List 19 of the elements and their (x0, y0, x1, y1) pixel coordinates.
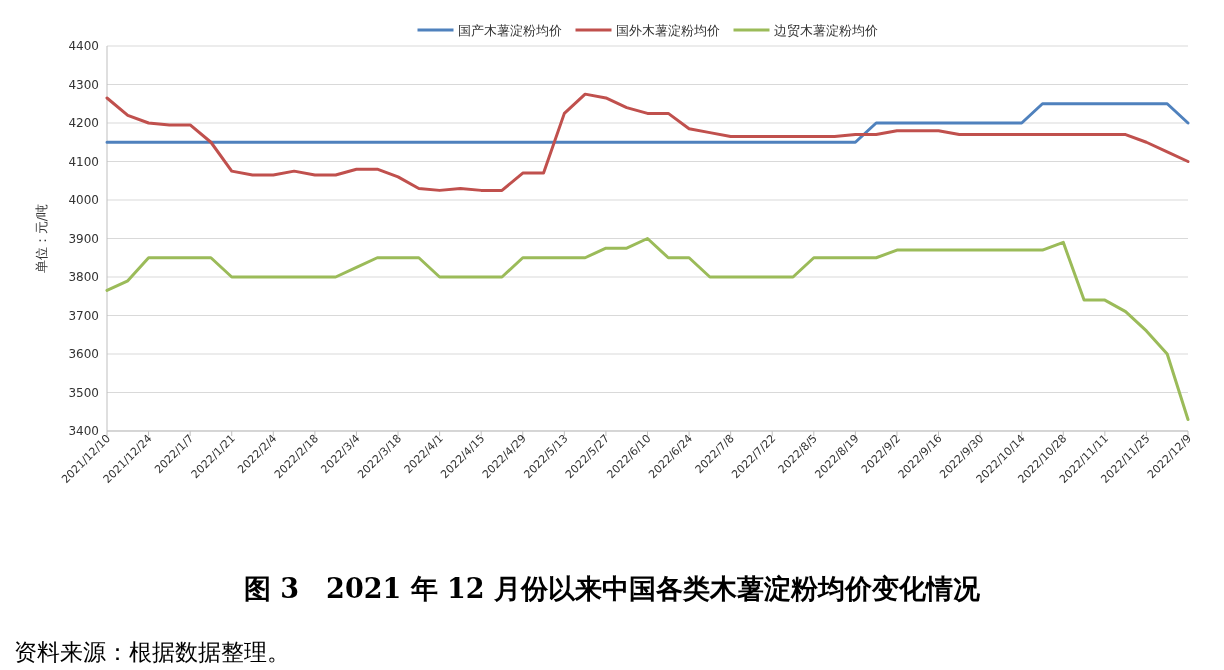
y-tick-label: 3800 (68, 270, 99, 284)
y-tick-label: 4400 (68, 39, 99, 53)
legend-label: 国外木薯淀粉均价 (615, 23, 720, 38)
text: 资料来源：根据数据整理。 (14, 639, 290, 665)
y-tick-label: 3500 (68, 385, 99, 400)
y-tick-label: 4000 (68, 193, 99, 207)
y-tick-label: 4100 (68, 154, 99, 169)
y-tick-label: 3600 (68, 347, 99, 361)
y-tick-label: 3400 (68, 424, 99, 438)
line-series (105, 237, 1190, 421)
legend-label: 边贸木薯淀粉均价 (773, 23, 878, 38)
line-series (105, 92, 1190, 192)
y-axis-title: 单位：元/吨 (34, 203, 49, 274)
y-tick-label: 3900 (68, 231, 99, 246)
y-tick-label: 4200 (68, 116, 99, 130)
legend-label: 国产木薯淀粉均价 (457, 23, 562, 38)
y-tick-label: 3700 (68, 308, 99, 323)
text: 图 3 2021 年 12 月份以来中国各类木薯淀粉均价变化情况 (243, 573, 982, 604)
y-tick-label: 4300 (68, 77, 99, 92)
